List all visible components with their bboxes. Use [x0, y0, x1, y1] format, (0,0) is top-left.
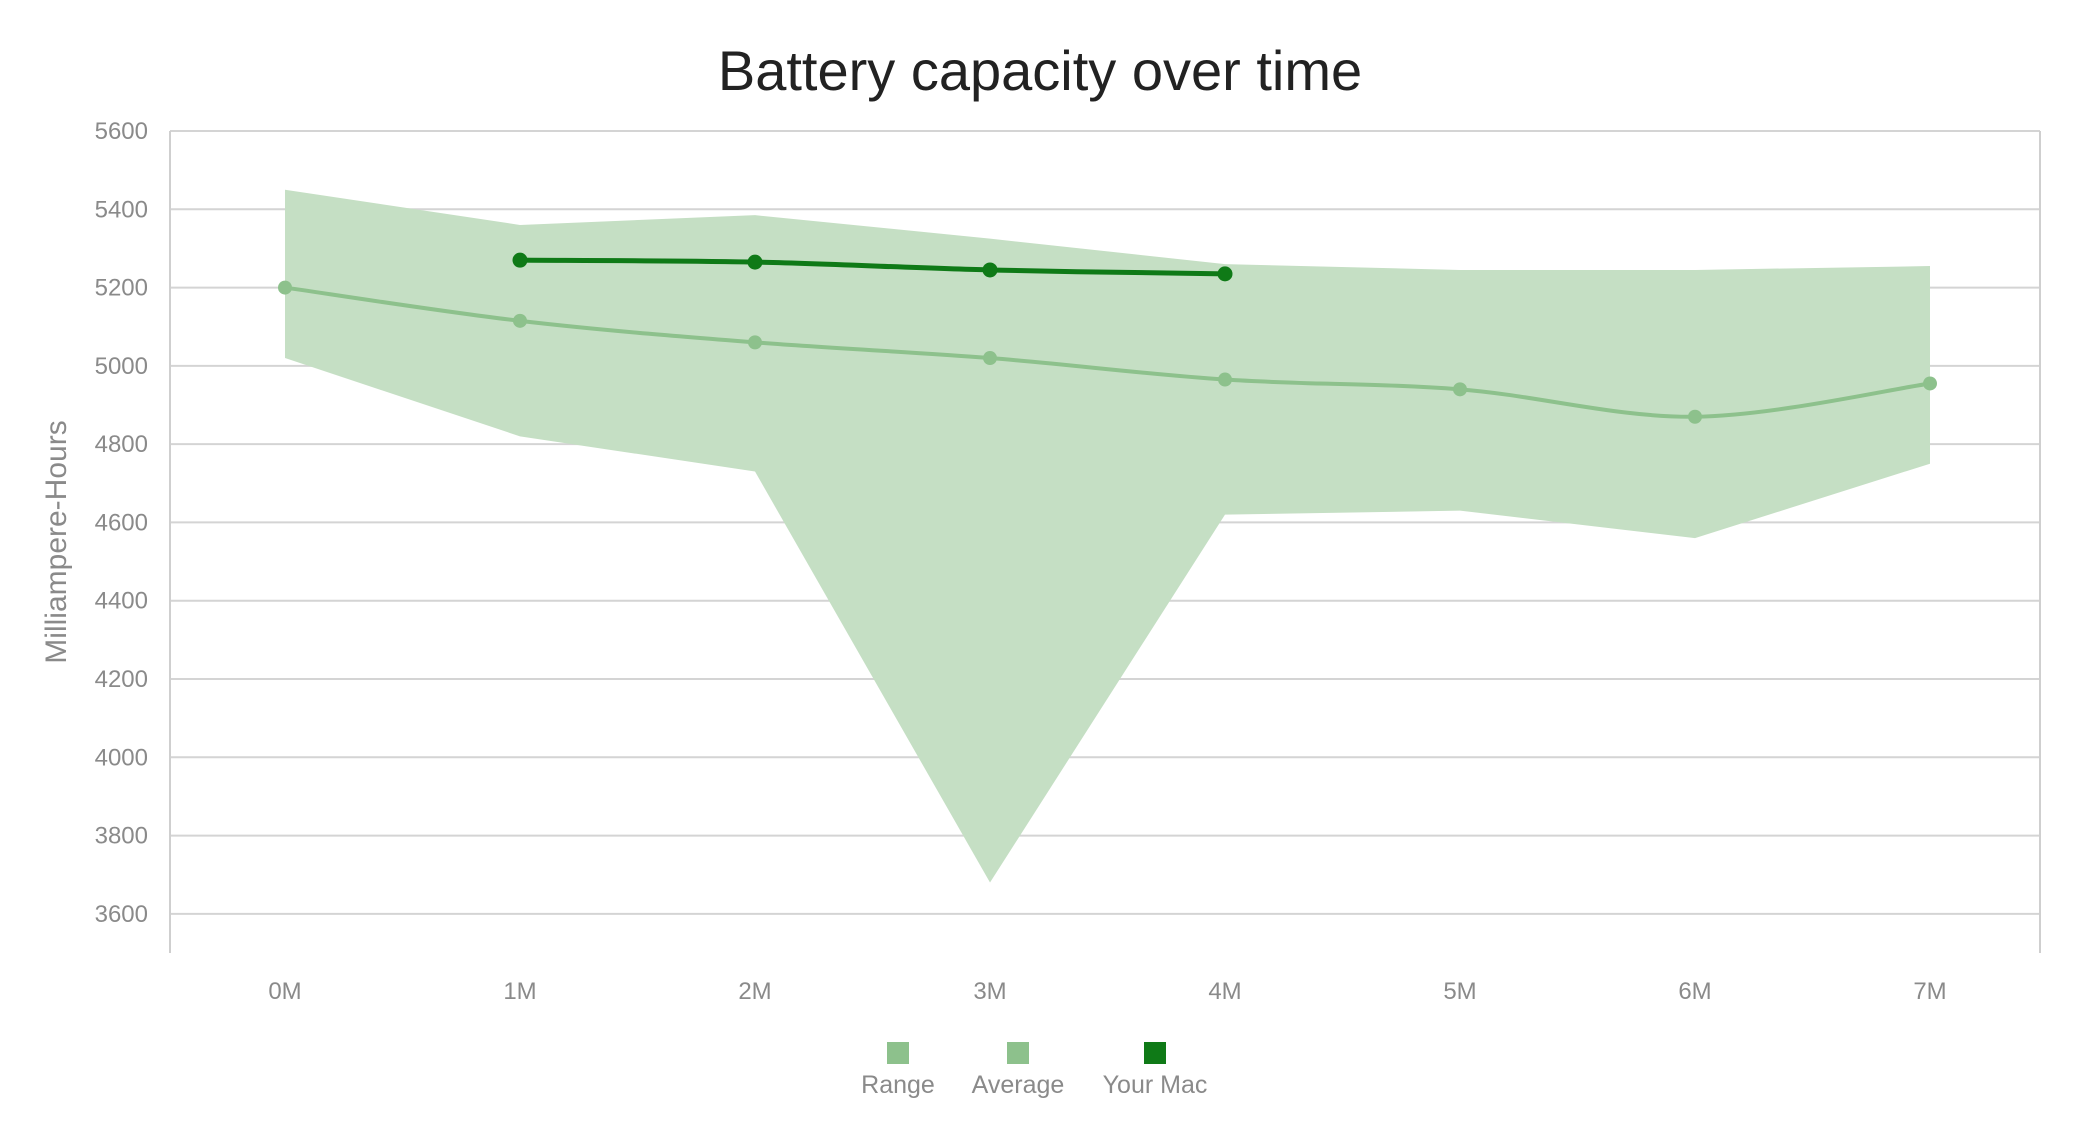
- x-tick-label: 3M: [973, 978, 1006, 1005]
- your-mac-line: [517, 257, 1228, 277]
- average-point[interactable]: [1218, 372, 1232, 387]
- x-tick-labels: 0M 1M 2M 3M 4M 5M 6M 7M: [268, 978, 1946, 1005]
- your-mac-point[interactable]: [1217, 266, 1233, 282]
- y-axis-label: Milliampere-Hours: [40, 420, 73, 663]
- your-mac-point[interactable]: [747, 254, 763, 270]
- legend-item-range[interactable]: Range: [861, 1042, 935, 1099]
- your-mac-point[interactable]: [982, 262, 998, 278]
- range-area: [285, 189, 1930, 883]
- x-tick-label: 0M: [268, 978, 301, 1005]
- x-tick-label: 5M: [1443, 978, 1476, 1005]
- y-tick-label: 5000: [95, 353, 148, 380]
- legend-item-your-mac[interactable]: Your Mac: [1103, 1042, 1208, 1099]
- x-tick-label: 7M: [1913, 978, 1946, 1005]
- legend-label: Average: [972, 1071, 1065, 1099]
- x-tick-label: 6M: [1678, 978, 1711, 1005]
- average-point[interactable]: [1453, 382, 1467, 397]
- y-tick-label: 5400: [95, 196, 148, 223]
- average-point[interactable]: [513, 313, 527, 328]
- legend-swatch: [1007, 1042, 1029, 1064]
- x-tick-label: 2M: [738, 978, 771, 1005]
- y-tick-label: 3600: [95, 901, 148, 928]
- series-points-layer: [278, 252, 1937, 424]
- range-area-layer: [285, 189, 1930, 883]
- y-tick-label: 4400: [95, 588, 148, 615]
- chart-title: Battery capacity over time: [718, 39, 1362, 102]
- y-tick-label: 4600: [95, 509, 148, 536]
- x-tick-label: 4M: [1208, 978, 1241, 1005]
- legend-item-average[interactable]: Average: [972, 1042, 1065, 1099]
- your-mac-point[interactable]: [512, 252, 528, 268]
- average-point[interactable]: [1923, 376, 1937, 391]
- y-tick-label: 4000: [95, 744, 148, 771]
- legend-label: Your Mac: [1103, 1071, 1208, 1099]
- y-tick-label: 5200: [95, 275, 148, 302]
- average-point[interactable]: [278, 280, 292, 295]
- y-tick-labels: 3600 3800 4000 4200 4400 4600 4800 5000 5200 5400…: [95, 118, 148, 928]
- average-point[interactable]: [1688, 409, 1702, 424]
- y-tick-label: 3800: [95, 823, 148, 850]
- series-lines-layer: [283, 257, 1932, 419]
- y-tick-label: 4800: [95, 431, 148, 458]
- y-tick-label: 5600: [95, 118, 148, 145]
- legend-label: Range: [861, 1071, 935, 1099]
- average-point[interactable]: [748, 335, 762, 350]
- legend: Range Average Your Mac: [861, 1042, 1207, 1099]
- legend-swatch: [887, 1042, 909, 1064]
- average-line: [283, 285, 1932, 419]
- y-tick-label: 4200: [95, 666, 148, 693]
- legend-swatch: [1144, 1042, 1166, 1064]
- x-tick-label: 1M: [503, 978, 536, 1005]
- average-point[interactable]: [983, 351, 997, 366]
